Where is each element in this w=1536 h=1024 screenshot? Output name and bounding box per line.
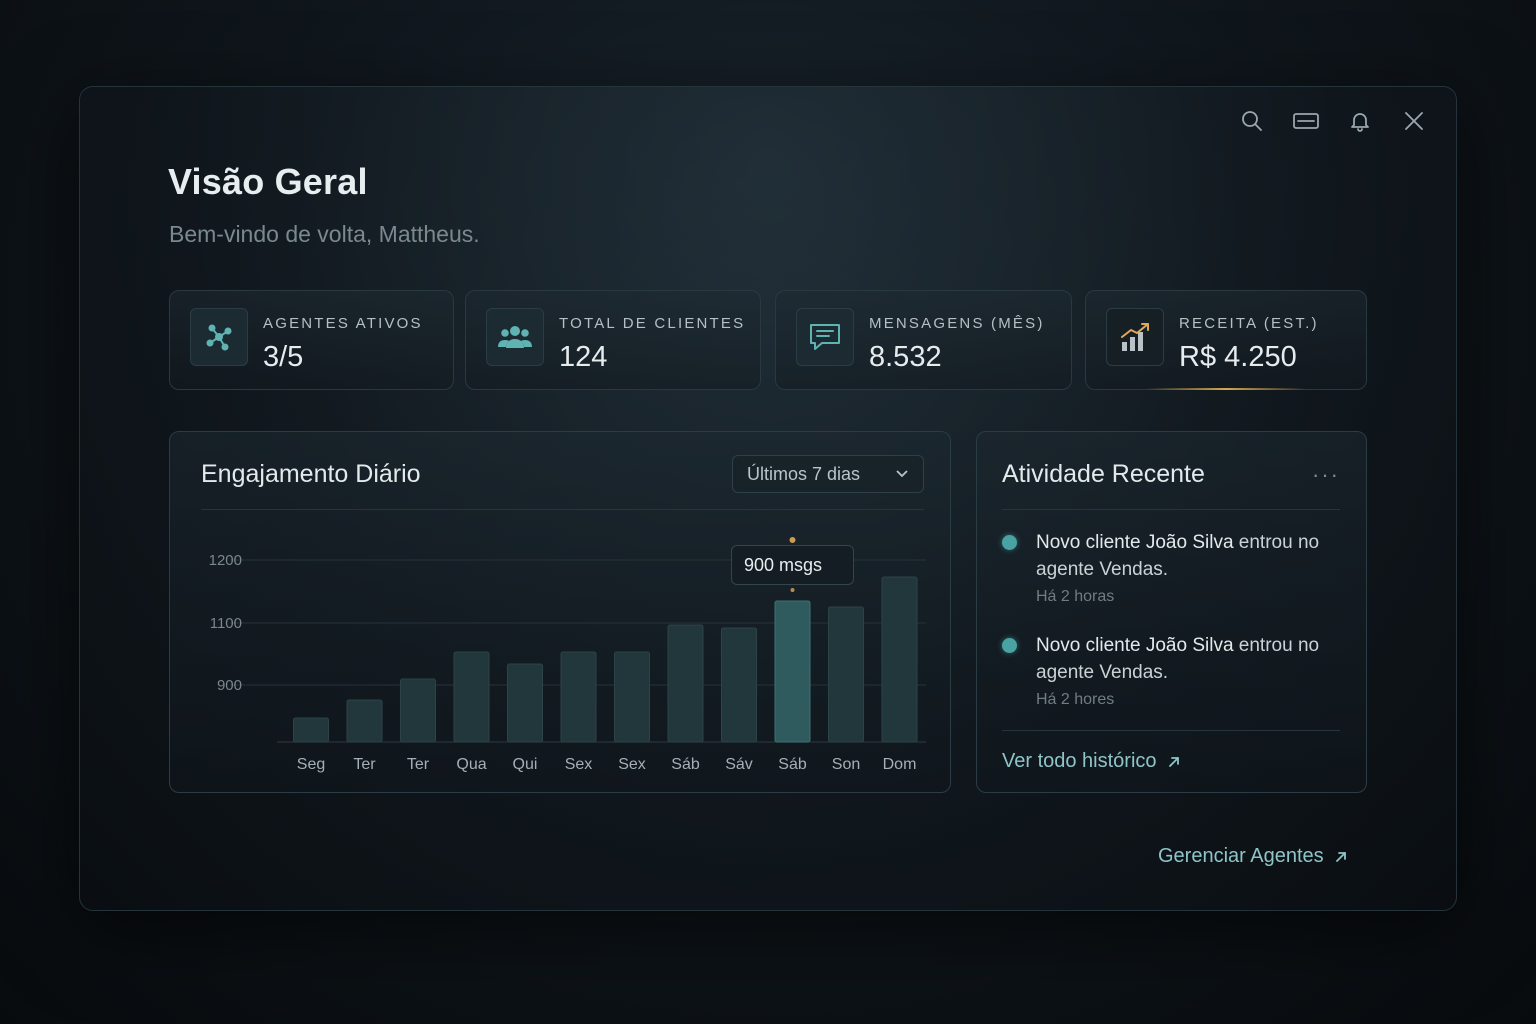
activity-suffix: entrou no agente Vendas. [1036,532,1320,580]
status-dot [1002,638,1017,653]
stat-value: 8.532 [869,341,942,373]
close-icon[interactable] [1398,107,1430,135]
chart-bar [453,651,490,743]
activity-text: Novo cliente João Silva entrou no agente… [1036,529,1336,583]
chevron-down-icon [896,470,908,478]
stat-card-agents[interactable]: AGENTES ATIVOS 3/5 [169,290,454,390]
activity-name: João Silva [1145,532,1234,553]
chart-bar [560,651,597,743]
status-dot [1002,535,1017,550]
stat-value: R$ 4.250 [1179,341,1297,373]
activity-time: Há 2 horas [1036,588,1115,605]
page-subtitle: Bem-vindo de volta, Mattheus. [169,221,480,247]
activity-time: Há 2 hores [1036,691,1115,708]
highlight-marker [789,537,796,543]
activity-prefix: Novo cliente [1036,635,1141,656]
x-tick-label: Qua [456,756,486,773]
chart-bar [828,606,864,743]
dashboard-window: Visão Geral Bem-vindo de volta, Mattheus… [79,86,1457,911]
x-tick-label: Sáb [671,756,700,773]
more-icon[interactable]: ··· [1312,462,1340,487]
chart-bar [881,576,918,743]
activity-name: João Silva [1145,635,1234,656]
x-tick-label: Sáb [778,756,807,773]
view-all-label: Ver todo histórico [1002,750,1157,772]
activity-panel: Atividade Recente ··· Novo cliente João … [976,431,1367,793]
chart-bar [400,678,436,743]
view-all-history-link[interactable]: Ver todo histórico [1002,750,1181,773]
highlight-glow [1146,388,1306,390]
engagement-panel: Engajamento Diário Últimos 7 dias 1200 11… [169,431,951,793]
window-controls [1236,107,1430,135]
arrow-up-right-icon [1168,756,1179,767]
x-tick-label: Ter [353,756,376,773]
growth-chart-icon [1106,308,1164,366]
chart-bar [507,663,543,743]
x-tick-label: Sex [618,756,646,773]
chart-bar [721,627,757,743]
stat-card-revenue[interactable]: RECEITA (EST.) R$ 4.250 [1085,290,1367,390]
stat-value: 3/5 [263,341,304,373]
stat-label: MENSAGENS (MÊS) [869,315,1045,332]
chart-bar [614,651,650,743]
stat-card-messages[interactable]: MENSAGENS (MÊS) 8.532 [775,290,1072,390]
x-tick-label: Ter [407,756,430,773]
manage-agents-label: Gerenciar Agentes [1158,845,1324,867]
stat-label: TOTAL DE CLIENTES [559,315,746,332]
x-tick-label: Son [832,756,860,773]
bell-icon[interactable] [1344,107,1376,135]
stat-card-clients[interactable]: TOTAL DE CLIENTES 124 [465,290,761,390]
stat-value: 124 [559,341,608,373]
activity-text: Novo cliente João Silva entrou no agente… [1036,632,1336,686]
chart-bar [293,717,329,743]
y-tick-label: 1100 [210,615,242,632]
x-tick-label: Seg [297,756,325,773]
panel-title: Engajamento Diário [201,460,421,488]
x-tick-label: Sáv [725,756,753,773]
chart-bar [667,624,704,743]
minimize-icon[interactable] [1290,107,1322,135]
x-tick-label: Qui [513,756,538,773]
y-tick-label: 900 [217,677,242,694]
chat-icon [796,308,854,366]
x-tick-label: Sex [565,756,593,773]
highlight-marker [790,588,795,592]
engagement-chart: 1200 1100 900 Seg Ter Ter Qua Qui Sex Sex Sáb Sáv Sá… [209,537,926,773]
panel-title: Atividade Recente [1002,460,1205,488]
x-tick-label: Dom [883,756,917,773]
chart-bar [346,699,383,743]
divider [201,509,924,510]
y-tick-label: 1200 [209,552,242,569]
stat-label: AGENTES ATIVOS [263,315,423,332]
range-select[interactable]: Últimos 7 dias [732,455,924,493]
network-icon [190,308,248,366]
divider [1002,730,1340,731]
manage-agents-link[interactable]: Gerenciar Agentes [1158,845,1348,868]
divider [1002,509,1340,510]
arrow-up-right-icon [1335,851,1346,862]
page-title: Visão Geral [168,161,368,202]
search-icon[interactable] [1236,107,1268,135]
chart-tooltip: 900 msgs [731,545,854,585]
range-select-label: Últimos 7 dias [747,463,861,484]
activity-suffix: entrou no agente Vendas. [1036,635,1320,683]
users-icon [486,308,544,366]
activity-prefix: Novo cliente [1036,532,1141,553]
stat-label: RECEITA (EST.) [1179,315,1319,332]
chart-bar [774,600,811,743]
